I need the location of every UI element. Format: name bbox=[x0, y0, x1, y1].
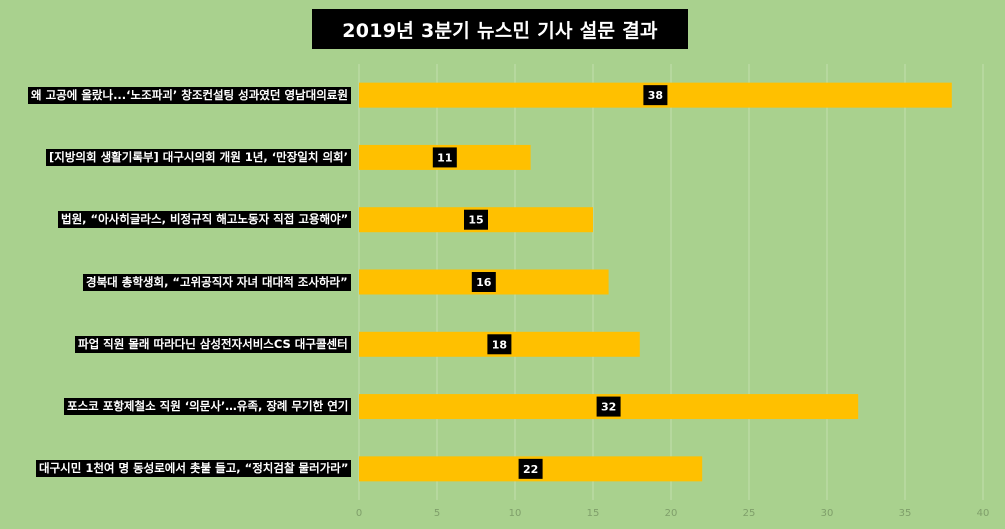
data-label-box bbox=[487, 334, 512, 355]
x-tick-label: 0 bbox=[356, 508, 362, 519]
data-label: 15 bbox=[468, 214, 483, 227]
category-label: [지방의회 생활기록부] 대구시의회 개원 1년, ‘만장일치 의회’ bbox=[46, 148, 351, 166]
category-label: 법원, “아사히글라스, 비정규직 해고노동자 직접 고용해야” bbox=[58, 211, 352, 229]
x-tick-label: 35 bbox=[899, 508, 912, 519]
x-tick-label: 5 bbox=[434, 508, 440, 519]
data-label-box bbox=[471, 272, 496, 292]
category-label: 왜 고공에 올랐나...‘노조파괴’ 창조컨설팅 성과였던 영남대의료원 bbox=[28, 86, 351, 104]
data-label: 18 bbox=[492, 338, 507, 351]
x-tick-label: 20 bbox=[665, 508, 678, 519]
data-label-box bbox=[596, 396, 621, 417]
data-label-box bbox=[518, 458, 543, 479]
data-label: 22 bbox=[523, 463, 538, 476]
data-label: 38 bbox=[648, 89, 663, 102]
data-label: 11 bbox=[437, 151, 452, 164]
x-tick-label: 10 bbox=[509, 508, 522, 519]
data-label-box bbox=[464, 209, 488, 230]
x-tick-label: 40 bbox=[977, 508, 990, 519]
category-label: 파업 직원 몰래 따라다닌 삼성전자서비스CS 대구콜센터 bbox=[75, 335, 351, 353]
x-tick-label: 25 bbox=[743, 508, 756, 519]
data-label: 16 bbox=[476, 276, 492, 289]
data-label-box bbox=[643, 85, 668, 106]
category-label: 경북대 총학생회, “고위공직자 자녀 대대적 조사하라” bbox=[83, 273, 351, 291]
chart-title-text: 2019년 3분기 뉴스민 기사 설문 결과 bbox=[342, 19, 658, 42]
x-tick-label: 30 bbox=[821, 508, 834, 519]
data-label-box bbox=[432, 147, 457, 168]
category-label: 대구시민 1천여 명 동성로에서 촛불 들고, “정치검찰 물러가라” bbox=[36, 460, 352, 478]
data-label: 32 bbox=[601, 401, 616, 414]
chart-title: 2019년 3분기 뉴스민 기사 설문 결과 bbox=[312, 9, 688, 49]
category-label: 포스코 포항제철소 직원 ‘의문사’…유족, 장례 무기한 연기 bbox=[64, 398, 352, 416]
x-tick-label: 15 bbox=[587, 508, 600, 519]
